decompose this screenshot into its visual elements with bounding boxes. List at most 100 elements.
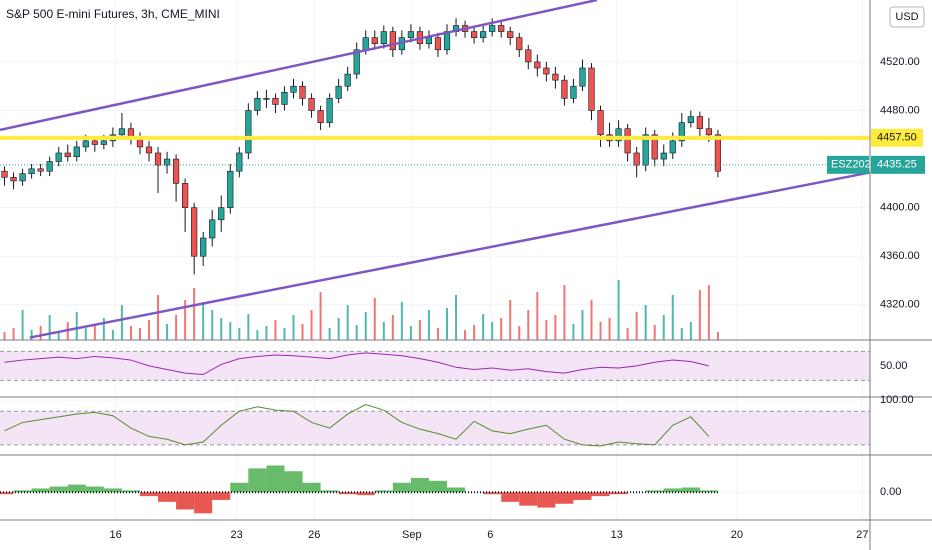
candle-body [353,49,360,75]
candle-body [624,128,631,154]
histogram-bar [428,480,448,493]
volume-bar [39,326,42,340]
volume-bar [545,320,548,340]
candle-body [254,98,261,111]
volume-bar [527,310,530,340]
volume-bar [184,300,187,340]
histogram-bar [158,492,177,502]
indicator-line [4,404,710,447]
histogram-bar [410,477,429,493]
candle-body [579,67,586,87]
candle-body [344,73,351,87]
volume-bar [662,315,665,340]
y-tick-label: 4520.00 [880,56,920,68]
candle-body [335,85,342,99]
band [0,411,870,445]
volume-bar [716,332,719,340]
candle-body [200,237,207,257]
histogram-bar [519,492,538,506]
volume-bar [464,330,467,340]
candle-body [73,146,80,157]
currency-box [889,6,925,28]
volume-bar [193,288,196,340]
y-tick-label: 4400.00 [880,202,920,214]
histogram-bar [85,486,104,493]
x-tick-label: 20 [731,529,743,541]
histogram-bar [537,492,556,508]
histogram-bar [194,492,213,514]
candle-body [290,85,297,93]
histogram-bar [248,468,267,493]
marks [0,0,871,514]
x-tick-label: 26 [308,529,320,541]
candle-body [687,116,694,123]
y-tick-label: 4320.00 [880,299,920,311]
candle-body [326,98,333,123]
volume-bar [653,325,656,340]
candle-body [407,31,414,38]
volume-bar [102,318,105,340]
candle-body [281,91,288,105]
volume-bar [75,312,78,340]
x-tick-label: 13 [611,529,623,541]
histogram-bar [555,492,574,504]
volume-bar [707,285,710,340]
candle-body [308,98,315,111]
price-label: 4435.25 [877,159,917,171]
volume-bar [157,295,160,340]
volume-bar [680,328,683,340]
symbol-box [827,155,869,174]
histogram-bar [212,492,231,500]
candle-body [516,37,523,51]
volume-bar [382,322,385,340]
volume-bar [310,310,313,340]
x-tick-label: 27 [856,529,868,541]
histogram-bar [139,492,159,497]
volume-bar [274,320,277,340]
volume-bar [373,298,376,340]
y-tick-label: 4360.00 [880,250,920,262]
volume-bar [644,305,647,340]
volume-bar [427,310,430,340]
x-tick-label: 6 [487,529,493,541]
y-tick-label: 0.00 [880,486,901,498]
volume-bar [301,324,304,340]
candle-body [615,128,622,142]
y-tick-label: 50.00 [880,360,908,372]
band [0,351,870,381]
candle-body [714,134,722,172]
volume-bar [30,330,33,340]
volume-bar [355,325,358,340]
volume-bar [509,300,512,340]
volume-bar [563,285,566,340]
candle-body [534,61,541,69]
volume-bar [247,314,250,340]
volume-bar [473,325,476,340]
candle-body [489,25,496,32]
volume-bar [328,328,331,340]
volume-bar [617,280,620,340]
histogram-bar [230,482,249,493]
histogram-bar [392,482,411,493]
volume-bar [671,295,674,340]
candle-body [371,37,378,45]
x-tick-label: 23 [230,529,242,541]
histogram-bar [13,490,32,493]
volume-bar [166,324,169,340]
volume-bar [48,315,51,340]
volume-bar [626,328,629,340]
price-label: 4457.50 [877,132,917,144]
candle-body [272,98,279,105]
candle-body [425,37,433,45]
candle-body [64,152,71,157]
candle-body [389,31,396,51]
candle-body [317,110,324,123]
volume-bar [220,318,223,340]
volume-bar [346,305,349,340]
histogram-bar [663,488,682,493]
volume-bar [129,326,132,340]
volume-bar [608,318,611,340]
candle-body [218,207,225,221]
